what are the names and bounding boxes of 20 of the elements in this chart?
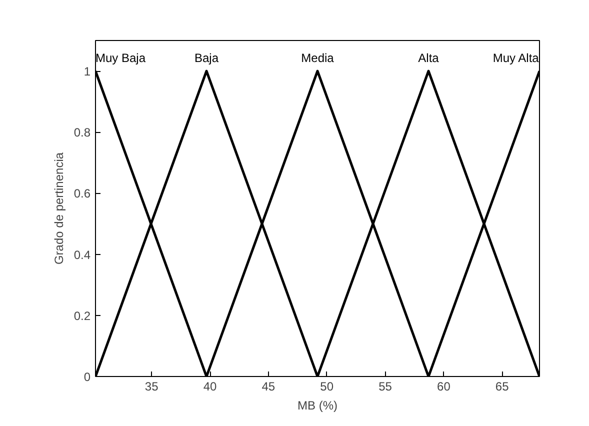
x-tick-label: 55 xyxy=(378,380,392,394)
series-label: Media xyxy=(301,51,334,66)
y-tick-label: 0.2 xyxy=(74,308,91,323)
series-label: Muy Baja xyxy=(96,51,146,66)
series-label: Muy Alta xyxy=(492,51,540,66)
series-label: Baja xyxy=(194,51,219,66)
x-tick-label: 45 xyxy=(262,380,276,394)
series-label: Alta xyxy=(418,51,440,66)
y-tick-label: 0.4 xyxy=(74,248,91,262)
y-tick-label: 0.6 xyxy=(74,186,91,201)
x-tick-label: 65 xyxy=(495,380,510,394)
y-axis-title: Grado de pertinencia xyxy=(52,152,66,265)
y-tick-label: 0.8 xyxy=(74,126,91,140)
y-tick-label: 0 xyxy=(84,370,91,384)
x-tick-label: 50 xyxy=(320,380,334,394)
x-tick-label: 60 xyxy=(437,380,451,394)
y-tick-label: 1 xyxy=(84,64,91,79)
x-axis-title: MB (%) xyxy=(298,398,338,412)
x-tick-label: 35 xyxy=(144,380,159,394)
x-tick-label: 40 xyxy=(203,380,218,394)
